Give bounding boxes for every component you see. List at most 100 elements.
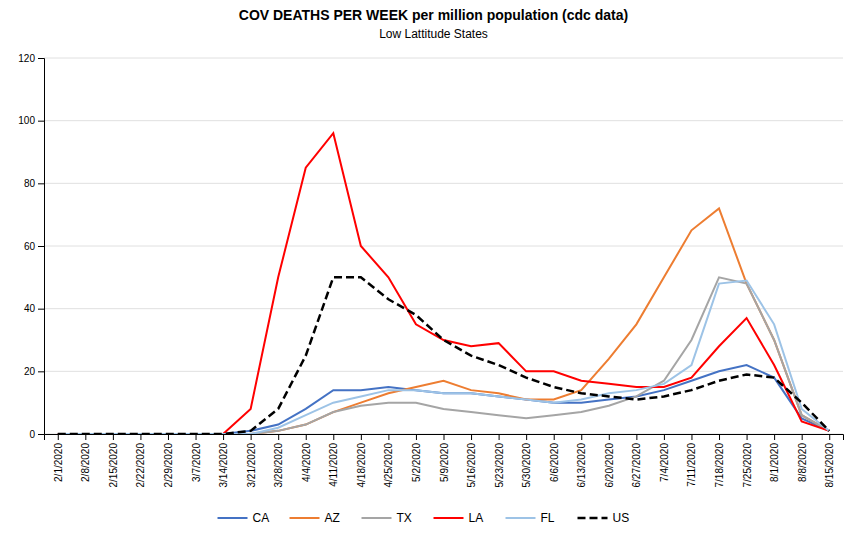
legend-label: FL [541, 511, 555, 525]
x-tick-label: 5/16/2020 [466, 443, 477, 488]
x-tick: 4/4/2020 [301, 434, 312, 482]
y-tick-mark [38, 183, 44, 184]
x-tick: 8/1/2020 [769, 434, 780, 482]
x-tick-label: 4/25/2020 [383, 443, 394, 488]
y-tick-mark [38, 246, 44, 247]
x-tick-label: 5/23/2020 [494, 443, 505, 488]
x-tick-label: 7/18/2020 [714, 443, 725, 488]
legend-swatch [290, 517, 320, 519]
grid-line [44, 183, 843, 184]
x-tick: 5/30/2020 [521, 434, 532, 488]
y-tick-label: 60 [24, 241, 36, 252]
y-tick: 80 [24, 178, 44, 189]
x-tick: 2/8/2020 [80, 434, 91, 482]
x-tick-mark [499, 434, 500, 440]
x-tick-mark [664, 434, 665, 440]
x-tick-label: 2/22/2020 [135, 443, 146, 488]
x-tick-mark [526, 434, 527, 440]
x-tick: 3/28/2020 [273, 434, 284, 488]
legend-swatch [218, 517, 248, 519]
x-tick: 3/14/2020 [218, 434, 229, 488]
legend-swatch [578, 517, 608, 520]
legend: CAAZTXLAFLUS [218, 511, 630, 525]
x-tick-label: 4/11/2020 [328, 443, 339, 487]
x-axis: 2/1/2020 2/8/2020 2/15/2020 2/22/2020 2/29/2… [45, 434, 844, 488]
x-tick: 2/22/2020 [135, 434, 146, 488]
x-tick: 6/20/2020 [604, 434, 615, 488]
x-tick-label: 7/11/2020 [686, 443, 697, 487]
x-tick-label: 6/6/2020 [549, 443, 560, 482]
x-tick-label: 2/15/2020 [108, 443, 119, 488]
x-tick-mark [223, 434, 224, 440]
x-tick-label: 8/8/2020 [797, 443, 808, 482]
y-axis: 020406080100120 [18, 53, 44, 440]
x-tick-label: 6/20/2020 [604, 443, 615, 488]
x-tick-mark [140, 434, 141, 440]
grid-line [44, 120, 843, 121]
x-tick-label: 3/14/2020 [218, 443, 229, 488]
legend-item: US [578, 511, 630, 525]
legend-swatch [434, 517, 464, 519]
y-tick-mark [38, 371, 44, 372]
x-tick: 5/16/2020 [466, 434, 477, 488]
y-tick: 100 [18, 115, 44, 126]
x-tick-mark [85, 434, 86, 440]
x-tick: 2/1/2020 [53, 434, 64, 482]
x-tick: 5/9/2020 [439, 434, 450, 482]
chart: COV DEATHS PER WEEK per million populati… [0, 0, 867, 534]
y-tick-label: 120 [18, 53, 35, 64]
y-tick-label: 100 [18, 115, 35, 126]
x-tick: 8/8/2020 [797, 434, 808, 482]
x-tick-mark [471, 434, 472, 440]
x-tick-mark [58, 434, 59, 440]
x-tick: 2/29/2020 [163, 434, 174, 488]
x-tick: 7/18/2020 [714, 434, 725, 488]
x-tick-mark [802, 434, 803, 440]
x-tick-label: 2/1/2020 [53, 443, 64, 482]
x-tick-mark [554, 434, 555, 440]
y-axis-line [38, 59, 45, 435]
series-line [58, 280, 829, 434]
y-tick: 120 [18, 53, 44, 64]
y-tick-mark [38, 121, 44, 122]
x-axis-line [45, 435, 844, 441]
x-tick: 4/11/2020 [328, 434, 339, 487]
x-tick-mark [333, 434, 334, 440]
series-line [58, 365, 829, 434]
subtitle: Low Lattitude States [379, 27, 488, 41]
grid-line [44, 246, 843, 247]
legend-item: AZ [290, 511, 340, 525]
x-tick-mark [168, 434, 169, 440]
x-tick-mark [609, 434, 610, 440]
x-tick-label: 3/28/2020 [273, 443, 284, 488]
x-tick-mark [747, 434, 748, 440]
series-line [58, 277, 829, 434]
legend-item: TX [362, 511, 412, 525]
legend-label: TX [397, 511, 412, 525]
title: COV DEATHS PER WEEK per million populati… [239, 7, 628, 23]
x-tick-label: 2/29/2020 [163, 443, 174, 488]
x-tick: 8/15/2020 [824, 434, 835, 488]
x-tick-label: 3/21/2020 [246, 443, 257, 488]
x-tick-mark [774, 434, 775, 440]
legend-label: AZ [325, 511, 340, 525]
x-tick: 6/27/2020 [631, 434, 642, 488]
x-tick: 7/11/2020 [686, 434, 697, 487]
x-tick-label: 6/13/2020 [576, 443, 587, 488]
x-tick-label: 7/4/2020 [659, 443, 670, 482]
x-tick: 3/7/2020 [191, 434, 202, 482]
series-line [58, 133, 829, 434]
x-tick-label: 4/4/2020 [301, 443, 312, 482]
y-tick: 0 [29, 429, 44, 440]
legend-item: FL [506, 511, 555, 525]
plot: 0204060801001202/1/20202/8/20202/15/2020… [18, 53, 843, 488]
x-tick-label: 5/9/2020 [439, 443, 450, 482]
x-tick-mark [306, 434, 307, 440]
x-tick-label: 5/2/2020 [411, 443, 422, 482]
x-tick-label: 2/8/2020 [80, 443, 91, 482]
y-tick-label: 0 [29, 429, 35, 440]
x-tick-label: 4/18/2020 [356, 443, 367, 488]
x-tick: 6/6/2020 [549, 434, 560, 482]
x-tick: 4/25/2020 [383, 434, 394, 488]
x-tick: 3/21/2020 [246, 434, 257, 488]
